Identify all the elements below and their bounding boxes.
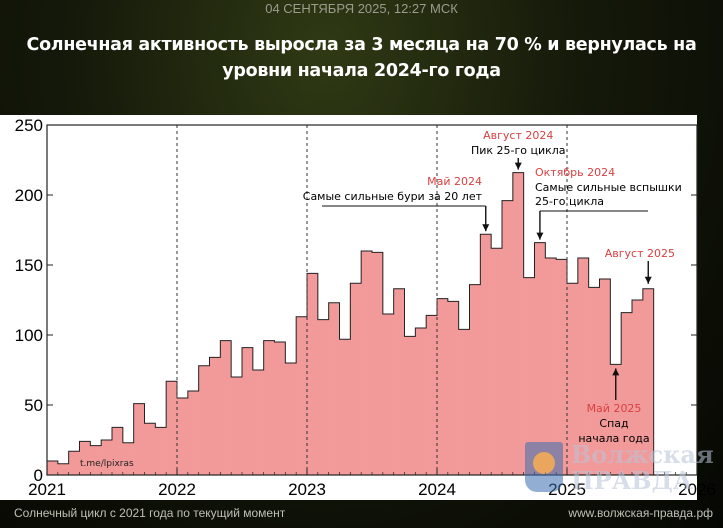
bar [296, 316, 308, 475]
bar [285, 363, 297, 475]
annotation-arrow-head [482, 224, 490, 232]
bar [621, 312, 633, 475]
bar [231, 377, 243, 475]
annotation-text: 25-го цикла [535, 195, 604, 208]
chart-caption: Солнечный цикл с 2021 года по текущий мо… [14, 506, 286, 520]
bar [556, 259, 568, 475]
bar [404, 336, 416, 475]
bar [469, 284, 481, 475]
bar [144, 423, 156, 475]
y-tick-label: 250 [15, 116, 43, 135]
watermark-line1: Волжская [571, 440, 714, 469]
bar [382, 314, 394, 475]
annotation-text: Спад [599, 417, 629, 430]
x-tick-label: 2023 [288, 480, 326, 499]
bar [187, 391, 199, 475]
site-link[interactable]: www.волжская-правда.рф [568, 506, 713, 520]
bar [79, 441, 91, 475]
x-tick-label: 2026 [678, 480, 716, 499]
bar [57, 463, 69, 475]
x-tick-label: 2024 [418, 480, 456, 499]
bar [437, 298, 449, 475]
article-title: Солнечная активность выросла за 3 месяца… [26, 35, 697, 81]
bar [534, 242, 546, 475]
bar [220, 340, 232, 475]
bar [491, 248, 503, 475]
annotation-date: Август 2024 [483, 129, 553, 142]
bar [502, 200, 514, 475]
bar [274, 342, 286, 475]
bar [317, 319, 329, 475]
bar [122, 442, 134, 475]
bar [588, 287, 600, 475]
annotation-arrow-head [644, 276, 652, 284]
annotation-text: Пик 25-го цикла [471, 144, 566, 157]
coat-of-arms-icon [525, 442, 563, 492]
bar [361, 251, 373, 475]
annotation-date: Май 2024 [427, 175, 482, 188]
bar [68, 451, 80, 475]
bar [133, 403, 145, 475]
bar [415, 328, 427, 475]
y-tick-label: 200 [15, 186, 43, 205]
bar [112, 427, 124, 475]
bar [177, 398, 189, 475]
bar [307, 273, 319, 475]
bar [480, 234, 492, 475]
annotation-text: начала года [578, 432, 649, 445]
x-tick-label: 2022 [158, 480, 196, 499]
bar [372, 252, 384, 475]
bar [155, 427, 167, 475]
bar [545, 258, 557, 475]
bar [610, 364, 622, 475]
bar [632, 300, 644, 475]
annotation-date: Октябрь 2024 [535, 166, 615, 179]
publication-date: 04 СЕНТЯБРЯ 2025, 12:27 МСК [265, 1, 458, 16]
annotation-arrow-head [612, 368, 620, 376]
x-tick-label: 2021 [28, 480, 66, 499]
y-tick-label: 150 [15, 256, 43, 275]
y-tick-label: 50 [24, 396, 43, 415]
watermark-line2: ПРАВДА [571, 466, 693, 495]
bar [393, 288, 405, 475]
y-tick-label: 0 [34, 466, 43, 485]
bar [166, 381, 178, 475]
annotation-arrow-head [536, 232, 544, 240]
bar [209, 357, 221, 475]
bar [339, 339, 351, 475]
bar [328, 302, 340, 475]
bar [90, 445, 102, 475]
bar [567, 283, 579, 475]
bar [577, 258, 589, 475]
bar [523, 277, 535, 475]
bar [512, 172, 524, 475]
newspaper-watermark: Волжская ПРАВДА [525, 440, 715, 496]
series-outline [46, 172, 655, 475]
bar [263, 340, 275, 475]
annotation-date: Май 2025 [587, 402, 642, 415]
bar [458, 329, 470, 475]
bar [426, 315, 438, 475]
annotation-text: Самые сильные вспышки [535, 181, 682, 194]
annotation-date: Август 2025 [605, 247, 675, 260]
credit-label: t.me/lpixras [80, 459, 134, 469]
bar [198, 365, 210, 475]
annotation-text: Самые сильные бури за 20 лет [303, 190, 483, 203]
bar [242, 347, 254, 475]
bar [252, 370, 264, 475]
y-tick-label: 100 [15, 326, 43, 345]
bar [447, 301, 459, 475]
bar [642, 288, 654, 475]
bar [101, 440, 113, 475]
annotation-arrow-head [514, 162, 522, 170]
bar [350, 283, 362, 475]
bar [47, 461, 59, 475]
bar [599, 279, 611, 475]
